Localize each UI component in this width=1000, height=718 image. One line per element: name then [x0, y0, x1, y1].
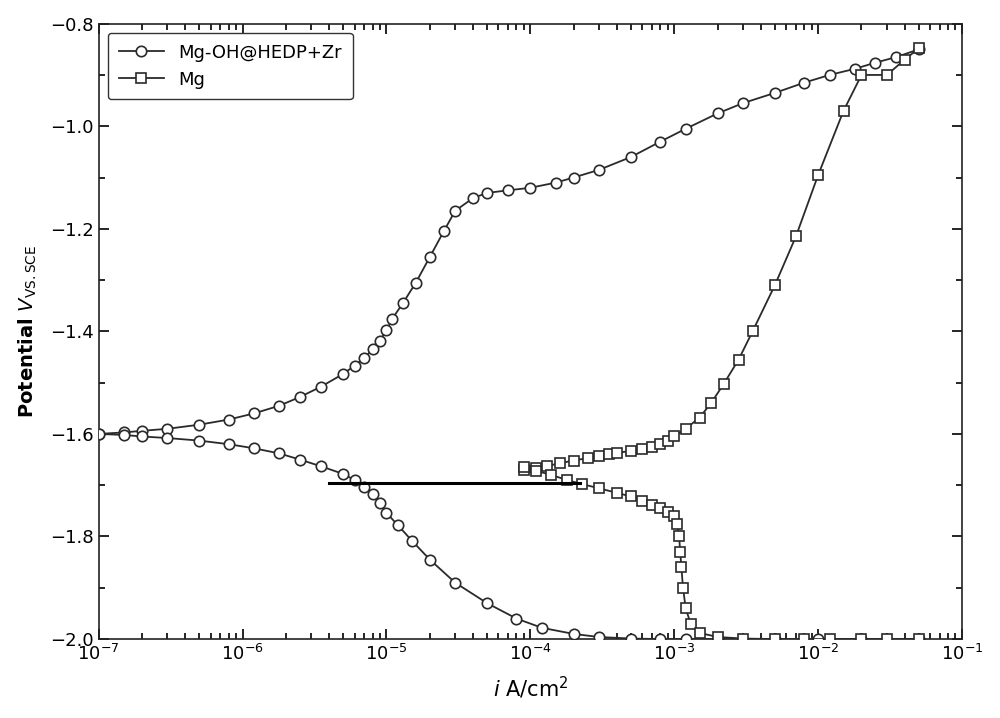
Mg-OH@HEDP+Zr	[337, 370, 349, 378]
Mg-OH@HEDP+Zr	[367, 345, 379, 354]
Mg-OH@HEDP+Zr	[380, 326, 392, 335]
Mg	[568, 456, 580, 465]
Mg-OH@HEDP+Zr	[798, 78, 810, 87]
Line: Mg-OH@HEDP+Zr: Mg-OH@HEDP+Zr	[93, 44, 924, 439]
Mg-OH@HEDP+Zr	[397, 299, 409, 307]
Mg	[812, 171, 824, 180]
Mg-OH@HEDP+Zr	[449, 207, 461, 215]
Mg-OH@HEDP+Zr	[136, 426, 148, 435]
Y-axis label: Potential $V_{\rm VS.SCE}$: Potential $V_{\rm VS.SCE}$	[17, 245, 39, 418]
Mg	[680, 424, 692, 433]
Mg	[899, 55, 911, 64]
Mg-OH@HEDP+Zr	[913, 45, 925, 54]
Mg	[541, 462, 553, 470]
Mg	[769, 281, 781, 289]
Mg-OH@HEDP+Zr	[294, 393, 306, 401]
Mg	[718, 380, 730, 388]
Mg	[636, 444, 648, 453]
Mg-OH@HEDP+Zr	[358, 354, 370, 363]
Mg-OH@HEDP+Zr	[315, 383, 327, 391]
Mg-OH@HEDP+Zr	[467, 194, 479, 202]
Mg-OH@HEDP+Zr	[524, 184, 536, 192]
Mg	[881, 70, 893, 79]
Mg-OH@HEDP+Zr	[654, 137, 666, 146]
Mg-OH@HEDP+Zr	[680, 124, 692, 133]
Mg	[530, 464, 542, 472]
Mg-OH@HEDP+Zr	[849, 65, 861, 73]
Mg-OH@HEDP+Zr	[502, 186, 514, 195]
Mg	[662, 437, 674, 445]
Mg-OH@HEDP+Zr	[737, 99, 749, 108]
Mg-OH@HEDP+Zr	[161, 424, 173, 433]
Mg	[654, 440, 666, 449]
Mg-OH@HEDP+Zr	[824, 70, 836, 79]
Mg	[625, 447, 637, 455]
Mg	[913, 44, 925, 52]
Mg	[554, 459, 566, 467]
Legend: Mg-OH@HEDP+Zr, Mg: Mg-OH@HEDP+Zr, Mg	[108, 33, 353, 99]
Mg-OH@HEDP+Zr	[410, 279, 422, 287]
Mg-OH@HEDP+Zr	[712, 109, 724, 118]
Line: Mg: Mg	[519, 43, 924, 475]
Mg-OH@HEDP+Zr	[568, 173, 580, 182]
Mg-OH@HEDP+Zr	[93, 429, 105, 438]
Mg-OH@HEDP+Zr	[386, 314, 398, 323]
Mg-OH@HEDP+Zr	[550, 178, 562, 187]
Mg-OH@HEDP+Zr	[273, 401, 285, 410]
Mg	[646, 442, 658, 451]
Mg-OH@HEDP+Zr	[118, 428, 130, 437]
Mg	[855, 70, 867, 79]
Mg	[611, 449, 623, 457]
Mg	[705, 399, 717, 408]
Mg-OH@HEDP+Zr	[481, 189, 493, 197]
Mg-OH@HEDP+Zr	[349, 361, 361, 370]
Mg-OH@HEDP+Zr	[248, 409, 260, 418]
Mg	[668, 432, 680, 441]
Mg	[582, 454, 594, 462]
Mg-OH@HEDP+Zr	[438, 227, 450, 236]
Mg	[733, 355, 745, 364]
Mg-OH@HEDP+Zr	[193, 421, 205, 429]
Mg-OH@HEDP+Zr	[374, 336, 386, 345]
Mg-OH@HEDP+Zr	[890, 52, 902, 61]
X-axis label: $i$ A/cm$^2$: $i$ A/cm$^2$	[493, 675, 568, 701]
Mg-OH@HEDP+Zr	[769, 88, 781, 97]
Mg	[790, 232, 802, 241]
Mg	[694, 414, 706, 422]
Mg	[518, 465, 530, 474]
Mg-OH@HEDP+Zr	[869, 58, 881, 67]
Mg-OH@HEDP+Zr	[424, 253, 436, 261]
Mg-OH@HEDP+Zr	[625, 153, 637, 162]
Mg	[593, 452, 605, 460]
Mg	[838, 106, 850, 115]
Mg-OH@HEDP+Zr	[593, 166, 605, 174]
Mg	[603, 450, 615, 459]
Mg	[747, 327, 759, 336]
Mg-OH@HEDP+Zr	[223, 415, 235, 424]
